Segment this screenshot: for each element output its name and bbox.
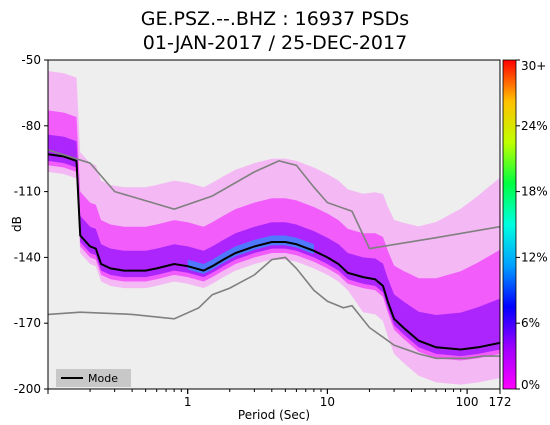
colorbar <box>502 59 517 390</box>
y-tick-label: -80 <box>21 119 41 133</box>
x-tick-label: 10 <box>320 395 335 409</box>
y-tick-label: -200 <box>14 382 41 396</box>
series-line-nlnm <box>48 149 500 250</box>
chart-title-line-2: 01-JAN-2017 / 25-DEC-2017 <box>143 32 407 54</box>
x-tick-label: 100 <box>456 395 479 409</box>
legend: Mode <box>56 369 131 387</box>
legend-box <box>56 369 131 387</box>
y-tick-label: -110 <box>14 185 41 199</box>
series-line-mode <box>48 153 500 351</box>
colorbar-tick-label: 30+ <box>521 59 546 73</box>
colorbar-tick-label: 6% <box>521 316 540 330</box>
x-tick-label: 172 <box>489 395 512 409</box>
y-tick-label: -140 <box>14 250 41 264</box>
x-tick-label: 1 <box>184 395 192 409</box>
colorbar-tick-label: 12% <box>521 250 548 264</box>
colorbar-tick-label: 24% <box>521 119 548 133</box>
y-axis-label: dB <box>10 216 24 232</box>
colorbar-tick-label: 18% <box>521 185 548 199</box>
chart-title-line-1: GE.PSZ.--.BHZ : 16937 PSDs <box>141 8 409 30</box>
x-axis-ticks: 1 10 100 172 <box>47 389 512 409</box>
series-line-nhnm <box>48 256 500 360</box>
series-lines <box>48 149 500 360</box>
y-axis-ticks: -50 -80 -110 -140 -170 -200 <box>14 53 48 396</box>
colorbar-ticks: 30+ 24% 18% 12% 6% 0% <box>516 59 548 392</box>
y-tick-label: -50 <box>21 53 41 67</box>
y-tick-label: -170 <box>14 316 41 330</box>
plot-frame <box>47 59 501 390</box>
legend-mode-label: Mode <box>88 372 118 385</box>
colorbar-tick-label: 0% <box>521 378 540 392</box>
density-core-band <box>187 235 314 274</box>
x-axis-label: Period (Sec) <box>238 408 310 422</box>
